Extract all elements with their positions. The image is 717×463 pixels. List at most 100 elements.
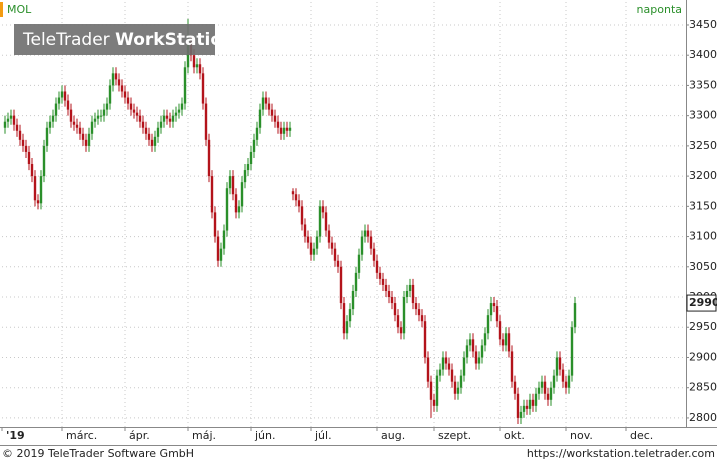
x-tick-label: aug. <box>381 429 405 442</box>
candle-body <box>36 200 40 204</box>
candle-body <box>48 121 52 128</box>
candle-body <box>270 109 274 116</box>
candle-body <box>339 266 343 304</box>
candle-body <box>114 73 118 80</box>
candle-body <box>123 91 127 98</box>
candle-body <box>522 405 526 412</box>
y-tick-label: 3350 <box>689 78 717 91</box>
watermark-product: WorkStation <box>115 30 234 50</box>
x-tick-label: máj. <box>192 429 216 442</box>
candle-body <box>342 303 346 334</box>
candle-body <box>258 109 262 128</box>
candle-body <box>363 230 367 237</box>
candle-body <box>33 176 37 201</box>
candle-body <box>39 176 43 204</box>
candle-body <box>441 357 445 370</box>
candle-body <box>138 115 142 122</box>
candle-body <box>69 109 73 122</box>
candle-body <box>375 260 379 273</box>
candle-body <box>57 97 61 104</box>
candle-body <box>333 248 337 261</box>
y-tick-label: 3100 <box>689 230 717 243</box>
y-tick-label: 3300 <box>689 109 717 122</box>
candle-body <box>534 393 538 406</box>
candle-body <box>111 73 115 86</box>
candle-body <box>243 170 247 183</box>
candle-body <box>216 236 220 261</box>
candle-body <box>321 206 325 213</box>
candle-body <box>156 127 160 137</box>
candle-body <box>150 139 154 146</box>
x-tick-label: szept. <box>438 429 471 442</box>
candle-body <box>399 327 403 334</box>
candle-body <box>108 85 112 104</box>
candle-body <box>159 121 163 128</box>
candle-body <box>252 139 256 152</box>
candle-body <box>117 79 121 86</box>
candle-body <box>528 399 532 409</box>
candle-body <box>474 351 478 364</box>
candle-body <box>525 405 529 409</box>
candle-body <box>120 85 124 92</box>
candle-body <box>102 109 106 116</box>
candle-body <box>570 327 574 376</box>
candle-body <box>498 321 502 340</box>
candle-body <box>540 381 544 388</box>
candle-body <box>285 127 289 131</box>
candle-body <box>42 145 46 177</box>
x-tick-label: júl. <box>314 429 332 442</box>
candle-body <box>24 145 28 152</box>
candle-body <box>183 67 187 104</box>
candle-body <box>372 248 376 261</box>
candle-body <box>345 321 349 334</box>
candle-body <box>531 399 535 406</box>
candle-body <box>543 381 547 394</box>
candle-body <box>66 100 70 110</box>
y-tick-label: 3400 <box>689 48 717 61</box>
candle-body <box>30 164 34 177</box>
candle-body <box>9 115 13 119</box>
candle-body <box>147 133 151 140</box>
candle-body <box>456 387 460 394</box>
candle-body <box>141 121 145 128</box>
candle-body <box>459 375 463 388</box>
y-tick-label: 3200 <box>689 169 717 182</box>
candle-body <box>504 333 508 346</box>
candle-body <box>471 339 475 352</box>
candle-body <box>249 151 253 165</box>
candle-body <box>378 272 382 279</box>
candle-body <box>327 230 331 243</box>
candle-body <box>177 109 181 113</box>
candle-body <box>234 194 238 213</box>
candle-body <box>348 309 352 322</box>
candle-body <box>384 284 388 291</box>
candle-body <box>507 333 511 352</box>
candle-body <box>12 115 16 125</box>
candle-body <box>174 112 178 116</box>
candle-body <box>231 176 235 195</box>
watermark: TeleTrader WorkStation <box>22 30 234 50</box>
source-url: https://workstation.teletrader.com <box>527 447 715 460</box>
candle-body <box>279 127 283 134</box>
candle-body <box>246 164 250 171</box>
candle-body <box>315 236 319 249</box>
candle-body <box>291 191 295 195</box>
candle-body <box>402 297 406 334</box>
candle-body <box>162 115 166 122</box>
candle-body <box>396 315 400 328</box>
y-tick-label: 3450 <box>689 18 717 31</box>
candle-body <box>360 236 364 255</box>
candle-body <box>510 351 514 382</box>
candle-body <box>288 127 292 131</box>
candle-body <box>366 230 370 237</box>
candle-body <box>336 260 340 267</box>
candle-body <box>60 91 64 98</box>
candle-body <box>261 97 265 110</box>
candle-body <box>294 194 298 201</box>
candle-body <box>483 333 487 346</box>
candle-body <box>129 103 133 110</box>
candle-body <box>351 290 355 310</box>
symbol-marker <box>0 2 3 17</box>
y-tick-label: 3050 <box>689 260 717 273</box>
